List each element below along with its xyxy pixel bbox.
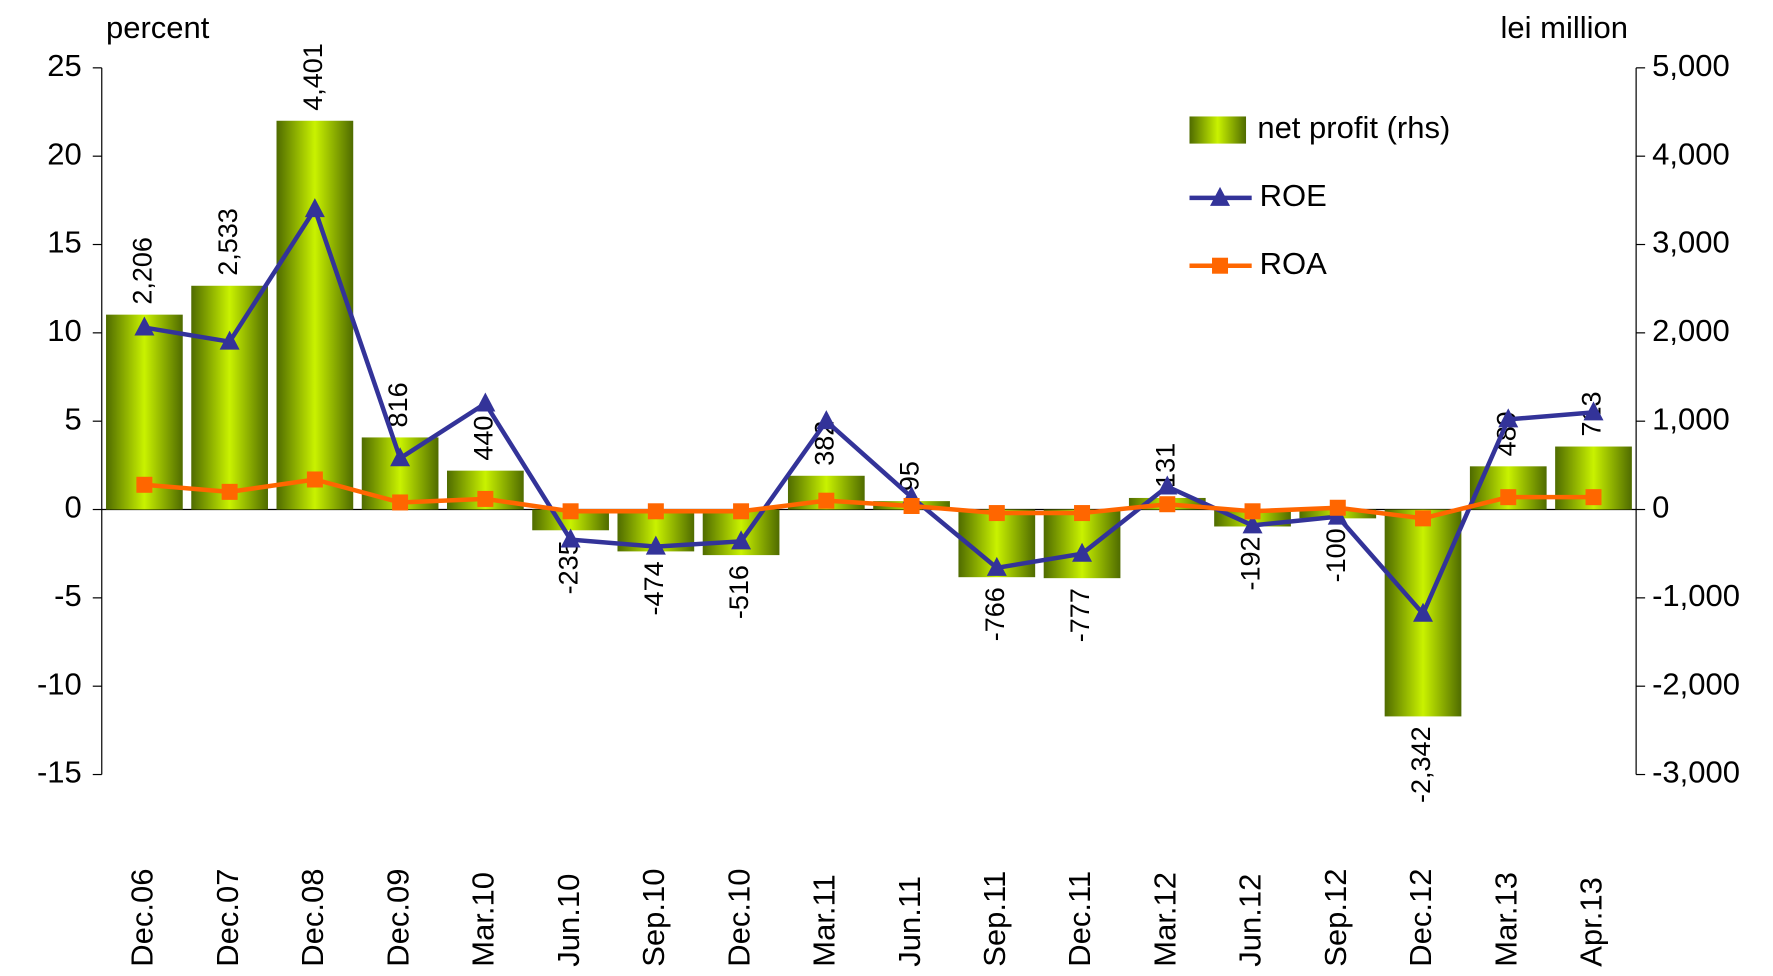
data-label: -100: [1321, 528, 1351, 582]
x-tick-label: Mar.11: [807, 874, 842, 966]
legend-label: ROA: [1260, 246, 1328, 281]
x-tick-label: Sep.11: [977, 871, 1012, 967]
data-label: 2,533: [213, 208, 243, 276]
marker: [1413, 602, 1434, 622]
y-tick-label: 5: [65, 401, 82, 436]
marker: [1583, 401, 1604, 421]
y2-tick-label: -3,000: [1652, 755, 1740, 790]
y2-tick-label: 1,000: [1652, 401, 1730, 436]
x-tick-label: Dec.06: [125, 869, 160, 967]
marker: [986, 556, 1007, 576]
x-tick-label: Dec.11: [1062, 871, 1097, 967]
data-label: -192: [1236, 536, 1266, 590]
x-tick-label: Mar.12: [1147, 872, 1182, 967]
marker: [560, 528, 581, 548]
marker: [136, 476, 153, 493]
y-axis-label: percent: [106, 10, 210, 45]
x-tick-label: Sep.12: [1318, 868, 1353, 966]
data-label: 4,401: [298, 43, 328, 111]
marker: [392, 494, 409, 511]
data-label: -2,342: [1406, 726, 1436, 803]
x-tick-label: Mar.13: [1488, 872, 1523, 967]
line: [144, 204, 1594, 618]
marker: [645, 535, 666, 555]
data-label: -766: [980, 587, 1010, 641]
y2-tick-label: -2,000: [1652, 666, 1740, 701]
x-tick-label: Dec.10: [721, 869, 756, 967]
y2-tick-label: 4,000: [1652, 136, 1730, 171]
marker: [647, 503, 664, 520]
marker: [731, 530, 752, 550]
line: [144, 477, 1594, 521]
x-tick-label: Jun.11: [892, 876, 927, 967]
bar: [276, 120, 354, 510]
x-tick-label: Jun.12: [1233, 874, 1268, 967]
marker: [1244, 503, 1261, 520]
x-tick-label: Mar.10: [466, 872, 501, 967]
marker: [306, 471, 323, 488]
marker: [733, 503, 750, 520]
x-tick-label: Apr.13: [1574, 877, 1609, 967]
marker: [562, 503, 579, 520]
marker: [304, 198, 325, 218]
y2-tick-label: -1,000: [1652, 578, 1740, 613]
data-label: 440: [468, 416, 498, 461]
y-tick-label: 0: [65, 490, 82, 525]
y2-axis-label: lei million: [1501, 10, 1628, 45]
marker: [1157, 475, 1178, 495]
x-tick-label: Dec.07: [210, 869, 245, 967]
x-tick-label: Dec.08: [295, 869, 330, 967]
data-label: 2,206: [128, 237, 158, 305]
marker: [1415, 510, 1432, 527]
y-tick-label: 10: [47, 313, 81, 348]
x-tick-label: Sep.10: [636, 868, 671, 966]
x-tick-label: Jun.10: [551, 874, 586, 967]
y2-tick-label: 2,000: [1652, 313, 1730, 348]
marker: [477, 490, 494, 507]
y-tick-label: -15: [37, 755, 82, 790]
marker: [221, 483, 238, 500]
marker: [1212, 257, 1229, 274]
data-label: -235: [554, 540, 584, 594]
marker: [988, 505, 1005, 522]
y-tick-label: -10: [37, 666, 82, 701]
marker: [219, 330, 240, 350]
x-tick-label: Dec.09: [380, 869, 415, 967]
y-tick-label: -5: [54, 578, 82, 613]
marker: [1072, 542, 1093, 562]
data-label: -474: [639, 561, 669, 615]
marker: [1210, 186, 1231, 206]
y2-tick-label: 5,000: [1652, 48, 1730, 83]
legend-label: net profit (rhs): [1257, 110, 1450, 145]
marker: [1500, 489, 1517, 506]
y2-tick-label: 0: [1652, 490, 1669, 525]
data-label: -777: [1065, 588, 1095, 642]
bar: [191, 285, 268, 510]
marker: [1242, 514, 1263, 534]
y-tick-label: 15: [47, 225, 81, 260]
marker: [1498, 408, 1519, 428]
legend-swatch: [1189, 116, 1247, 144]
legend-label: ROE: [1260, 178, 1327, 213]
data-label: -516: [724, 565, 754, 619]
marker: [1585, 489, 1602, 506]
marker: [903, 497, 920, 514]
bar: [532, 509, 609, 531]
marker: [134, 316, 155, 336]
marker: [475, 392, 496, 412]
y2-tick-label: 3,000: [1652, 225, 1730, 260]
marker: [818, 492, 835, 509]
marker: [390, 447, 411, 467]
y-tick-label: 25: [47, 48, 81, 83]
x-tick-label: Dec.12: [1403, 869, 1438, 967]
marker: [816, 410, 837, 430]
marker: [1329, 499, 1346, 516]
marker: [1159, 496, 1176, 513]
y-tick-label: 20: [47, 136, 81, 171]
marker: [1074, 505, 1091, 522]
